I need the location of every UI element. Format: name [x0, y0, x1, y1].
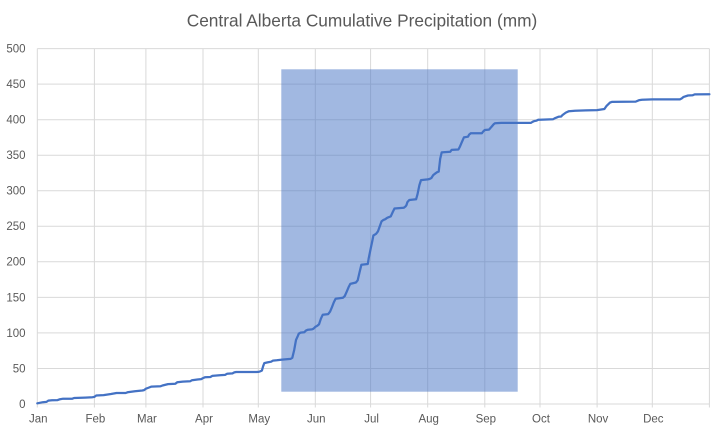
svg-text:Mar: Mar [137, 414, 157, 426]
svg-text:0: 0 [19, 399, 25, 411]
svg-text:100: 100 [6, 328, 25, 340]
svg-text:Sep: Sep [476, 414, 496, 426]
svg-text:400: 400 [6, 115, 25, 127]
svg-text:450: 450 [6, 79, 25, 91]
svg-text:Feb: Feb [85, 414, 105, 426]
svg-text:Nov: Nov [588, 414, 609, 426]
svg-text:Oct: Oct [532, 414, 551, 426]
svg-text:Jan: Jan [29, 414, 48, 426]
svg-text:Aug: Aug [418, 414, 438, 426]
svg-text:Central Alberta Cumulative Pre: Central Alberta Cumulative Precipitation… [187, 11, 538, 31]
svg-text:350: 350 [6, 150, 25, 162]
svg-text:Jul: Jul [364, 414, 379, 426]
svg-text:50: 50 [13, 363, 26, 375]
svg-text:300: 300 [6, 186, 25, 198]
svg-text:250: 250 [6, 221, 25, 233]
svg-text:May: May [248, 414, 270, 426]
svg-text:150: 150 [6, 292, 25, 304]
svg-text:Dec: Dec [643, 414, 664, 426]
svg-text:200: 200 [6, 257, 25, 269]
svg-text:500: 500 [6, 44, 25, 56]
svg-text:Jun: Jun [307, 414, 326, 426]
svg-text:Apr: Apr [195, 414, 213, 426]
